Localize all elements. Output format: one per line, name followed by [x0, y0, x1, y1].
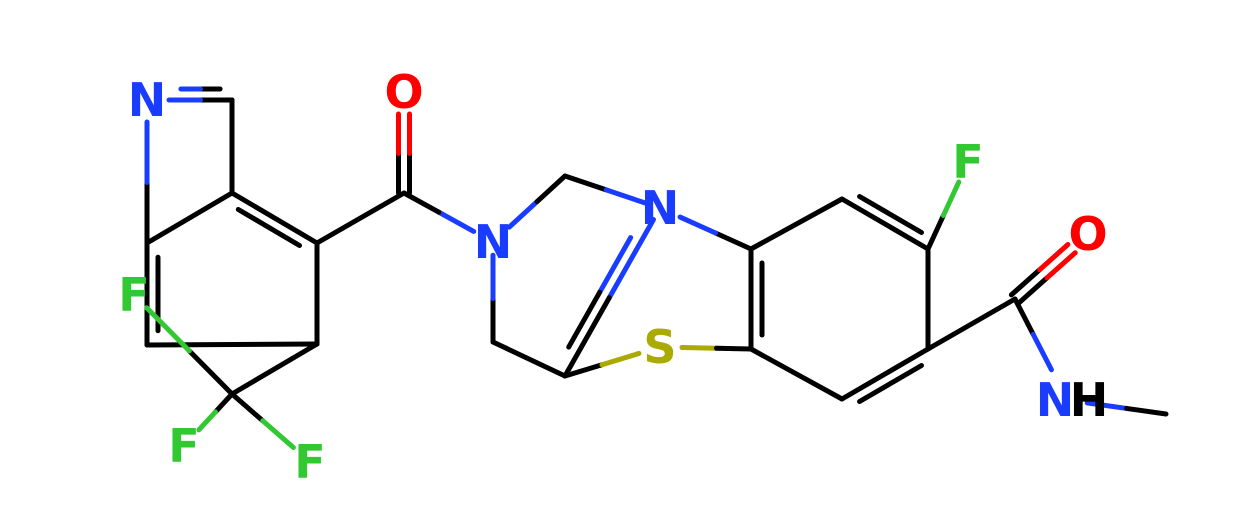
atom-label-S: S	[643, 320, 676, 374]
bond	[682, 347, 717, 348]
bond	[232, 344, 317, 394]
atom-label-F: F	[168, 419, 199, 473]
bond	[215, 394, 232, 412]
atom-label-F: F	[118, 268, 149, 322]
bond	[317, 193, 404, 243]
bond	[680, 217, 715, 233]
bond	[602, 353, 639, 364]
bond	[537, 176, 565, 202]
atom-label-F: F	[952, 135, 983, 189]
atom-label-N: N	[641, 181, 680, 235]
bond	[1127, 408, 1166, 414]
atom-label-H: H	[1070, 373, 1109, 427]
bond	[232, 193, 317, 243]
atom-label-O: O	[1068, 207, 1107, 261]
atom-label-F: F	[294, 435, 325, 489]
bond	[842, 199, 928, 249]
bond	[751, 199, 842, 249]
bond	[565, 176, 606, 190]
bond	[439, 212, 474, 231]
bond	[716, 348, 751, 349]
bond	[928, 299, 1015, 349]
bond	[716, 233, 751, 249]
bond	[493, 342, 565, 376]
atom-label-N: N	[128, 73, 167, 127]
bond	[232, 394, 263, 421]
bond	[404, 193, 439, 212]
bond	[263, 421, 294, 448]
bond	[189, 351, 232, 394]
bond	[199, 412, 216, 430]
molecule-diagram: NSNFONHFFFON	[0, 0, 1249, 523]
atom-label-N: N	[474, 215, 513, 269]
atom-label-O: O	[384, 65, 423, 119]
bond	[1033, 334, 1051, 369]
bond	[751, 349, 842, 399]
bond	[509, 202, 537, 228]
bond	[147, 344, 317, 345]
bond	[1015, 299, 1033, 334]
bond	[928, 215, 943, 249]
bond	[147, 193, 232, 243]
bond	[842, 349, 928, 399]
atom-label-N: N	[1036, 373, 1075, 427]
